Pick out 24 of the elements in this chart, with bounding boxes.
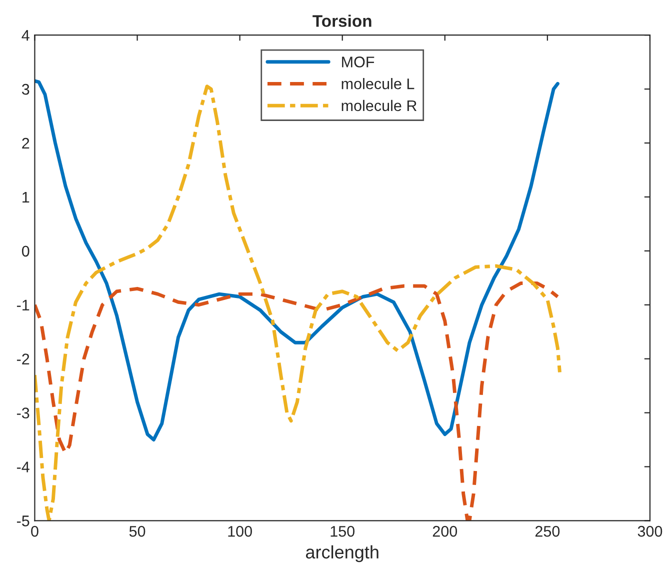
legend-label: molecule R: [342, 100, 417, 112]
x-tick-label: 150: [330, 526, 354, 537]
y-tick-label: 4: [22, 30, 30, 41]
x-tick-label: 250: [535, 526, 560, 537]
x-tick-label: 200: [432, 526, 458, 537]
y-tick-label: -2: [16, 354, 30, 364]
y-tick-label: -3: [16, 408, 30, 418]
x-tick-label: 300: [638, 526, 662, 537]
line-series: [34, 282, 560, 521]
x-tick-label: 100: [228, 526, 252, 537]
y-tick-label: 2: [22, 138, 30, 149]
y-tick-label: 0: [22, 246, 30, 257]
line-series: [34, 79, 560, 442]
x-tick-label: 50: [129, 526, 146, 537]
legend-label: molecule L: [342, 78, 414, 90]
y-tick-label: -1: [16, 300, 30, 310]
legend-label: MOF: [342, 56, 374, 68]
x-tick-label: 0: [31, 526, 38, 537]
y-tick-label: 1: [22, 192, 30, 202]
y-tick-label: -5: [16, 516, 30, 526]
y-tick-label: 3: [22, 84, 30, 95]
chart-title: Torsion: [312, 14, 372, 27]
y-tick-label: -4: [16, 462, 30, 472]
x-axis-title: arclength: [306, 545, 378, 562]
